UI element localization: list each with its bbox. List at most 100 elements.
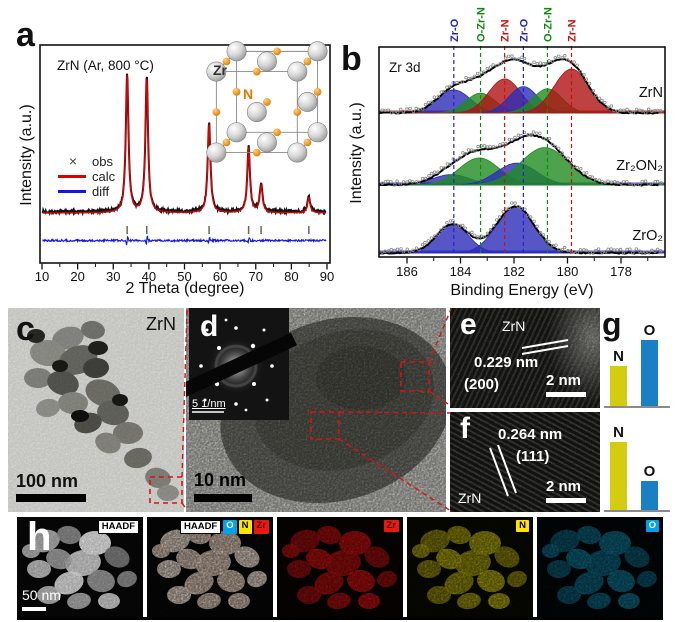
xps-envelope <box>379 205 659 255</box>
calc-line-icon <box>58 175 86 178</box>
calc-label: calc <box>92 169 116 184</box>
overlay-n-badge: N <box>238 520 252 535</box>
bar-label-N-top: N <box>613 348 624 365</box>
f-lattice-marks <box>450 412 600 512</box>
bar-O-top <box>641 340 658 406</box>
svg-text:10: 10 <box>35 269 49 284</box>
xps-plot: ZrN Zr₂ON₂ ZrO₂ Zr-O O-Zr-N Zr-N Zr-O O-Zr-N Zr-… <box>378 7 666 279</box>
g-baseline-bottom <box>604 510 670 512</box>
svg-text:60: 60 <box>213 269 227 284</box>
xps-guide-label: Zr-N <box>500 19 512 42</box>
crystal-structure-inset <box>206 41 328 163</box>
f-dspacing-label: 0.264 nm <box>498 426 563 443</box>
panel-b-letter: b <box>341 40 362 78</box>
bar-label-O-bottom: O <box>643 463 656 480</box>
c-material-label: ZrN <box>146 314 176 334</box>
saed-beam-stop <box>186 332 297 399</box>
svg-text:50: 50 <box>177 269 191 284</box>
haadf-badges: HAADF <box>96 520 139 535</box>
d-scale-bar-icon <box>194 494 252 502</box>
calc-curve <box>42 75 326 214</box>
diff-line-icon <box>58 190 86 193</box>
d-inset-scale-text: 5 1/nm <box>192 398 226 410</box>
g-chart-bottom: N O <box>602 410 675 512</box>
inset-zr-label: Zr <box>213 62 227 78</box>
haadf-badge: HAADF <box>97 520 139 535</box>
zr-map-badge: Zr <box>383 520 399 533</box>
f-plane-label: (111) <box>516 448 550 465</box>
o-map-badges: O <box>644 520 659 533</box>
e-scale-text: 2 nm <box>546 372 582 389</box>
svg-text:20: 20 <box>70 269 84 284</box>
f-scale-text: 2 nm <box>546 478 582 495</box>
panel-g-letter: g <box>602 306 622 342</box>
panel-e-letter: e <box>460 308 477 341</box>
xps-guide-label: Zr-N <box>567 19 579 42</box>
bar-group-O-top: O <box>641 322 658 406</box>
zr-map-badges: Zr <box>382 520 399 533</box>
svg-text:182: 182 <box>503 264 525 279</box>
bar-group-N-top: N <box>610 348 627 406</box>
n-map-image <box>407 517 533 618</box>
panel-d-letter: d <box>200 310 219 343</box>
panel-a-letter: a <box>16 16 35 54</box>
h-tile-overlay: HAADF O N Zr <box>147 517 273 618</box>
g-chart-top: N O <box>602 306 675 408</box>
obs-label: obs <box>92 153 113 169</box>
bar-label-O-top: O <box>643 322 656 339</box>
bar-O-bottom <box>641 481 658 510</box>
legend-calc: calc <box>58 169 115 184</box>
panel-g-bars: g N O N O <box>602 306 675 514</box>
xps-title: Zr 3d <box>389 60 421 75</box>
xrd-plot: 10 20 30 40 50 60 70 80 90 <box>35 41 334 284</box>
h-scale-text: 50 nm <box>22 587 61 603</box>
h-tile-o-map: O <box>537 517 663 618</box>
e-material-label: ZrN <box>502 318 526 334</box>
panel-b-xps: ZrN Zr₂ON₂ ZrO₂ Zr-O O-Zr-N Zr-N Zr-O O-Zr-N Zr-… <box>337 0 677 300</box>
xps-sample-label: ZrO₂ <box>632 228 663 244</box>
bar-label-N-bottom: N <box>613 424 624 441</box>
diff-curve <box>42 235 327 246</box>
g-baseline-top <box>604 406 670 408</box>
f-material-label: ZrN <box>458 490 482 506</box>
svg-text:30: 30 <box>106 269 120 284</box>
xrd-ylabel: Intensity (a.u.) <box>18 104 35 206</box>
legend-obs: × obs <box>58 153 113 169</box>
panel-c-letter: c <box>16 310 35 348</box>
svg-text:180: 180 <box>557 264 579 279</box>
e-plane-label: (200) <box>464 376 500 393</box>
legend-diff: diff <box>58 184 109 199</box>
xrd-title: ZrN (Ar, 800 °C) <box>57 58 154 73</box>
overlay-haadf-badge: HAADF <box>179 520 222 535</box>
obs-marker-icon: × <box>68 153 78 169</box>
bar-N-top <box>610 366 627 406</box>
haadf-overlay-image <box>147 517 273 618</box>
zr-map-image <box>277 517 403 618</box>
xps-sample-label: Zr₂ON₂ <box>616 158 663 174</box>
bar-N-bottom <box>610 442 627 510</box>
xps-guide-label: Zr-O <box>449 18 461 42</box>
svg-text:90: 90 <box>320 269 334 284</box>
svg-text:70: 70 <box>249 269 263 284</box>
panel-c-tem: c ZrN 100 nm <box>8 308 184 512</box>
xps-ylabel: Intensity (a.u.) <box>348 102 365 204</box>
xps-guide-label: O-Zr-N <box>476 7 488 42</box>
h-scale-bar-icon <box>22 607 46 611</box>
svg-text:178: 178 <box>610 264 632 279</box>
n-map-badge: N <box>516 520 529 533</box>
diff-label: diff <box>92 184 110 199</box>
panel-a-xrd: 10 20 30 40 50 60 70 80 90 a ZrN (Ar, 800 °C) In… <box>0 0 337 300</box>
xrd-xlabel: 2 Theta (degree) <box>125 280 245 297</box>
svg-text:40: 40 <box>142 269 156 284</box>
h-tile-zr-map: Zr <box>277 517 403 618</box>
xps-sample-label: ZrN <box>639 85 663 101</box>
overlay-badges: HAADF O N Zr <box>178 520 269 535</box>
xps-guide-label: Zr-O <box>518 18 530 42</box>
panel-e-hrtem: e ZrN 0.229 nm (200) 2 nm <box>450 308 600 408</box>
panel-d-tem: d 5 1/nm 10 nm <box>186 308 446 512</box>
bar-group-N-bottom: N <box>610 424 627 510</box>
e-dspacing-label: 0.229 nm <box>474 354 539 371</box>
xps-xlabel: Binding Energy (eV) <box>450 282 594 299</box>
overlay-zr-badge: Zr <box>253 520 269 535</box>
